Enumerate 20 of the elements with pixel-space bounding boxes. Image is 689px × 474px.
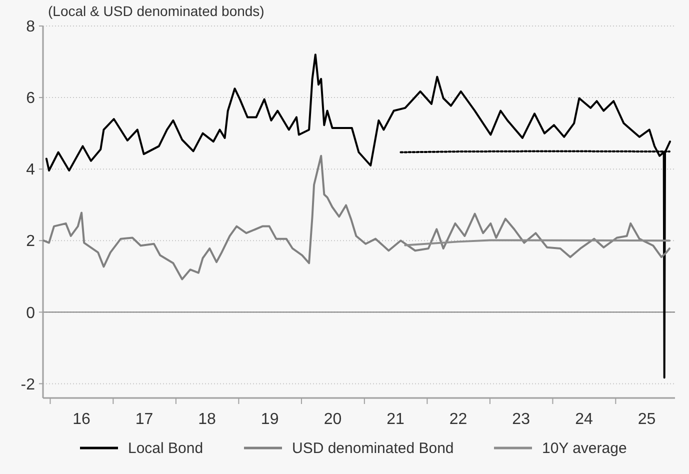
y-tick-label: 0	[26, 304, 36, 322]
y-tick-label: 4	[26, 162, 36, 179]
x-tick-label: 16	[72, 411, 91, 428]
x-tick-label: 18	[198, 411, 216, 428]
legend-label: 10Y average	[542, 440, 627, 457]
x-tick-label: 17	[135, 411, 154, 428]
y-tick-label: -2	[20, 376, 36, 394]
chart-title: (Local & USD denominated bonds)	[48, 3, 264, 19]
x-tick-label: 24	[575, 411, 594, 428]
x-tick-label: 21	[386, 411, 405, 428]
y-tick-label: 2	[26, 233, 36, 250]
x-tick-label: 20	[324, 411, 342, 428]
x-tick-label: 23	[512, 411, 530, 428]
x-tick-label: 19	[260, 411, 279, 428]
y-tick-label: 8	[26, 18, 36, 36]
x-tick-label: 25	[638, 411, 656, 428]
y-tick-label: 6	[26, 90, 36, 108]
legend-label: USD denominated Bond	[292, 440, 454, 457]
x-tick-label: 22	[449, 411, 468, 428]
legend-label: Local Bond	[128, 440, 204, 457]
